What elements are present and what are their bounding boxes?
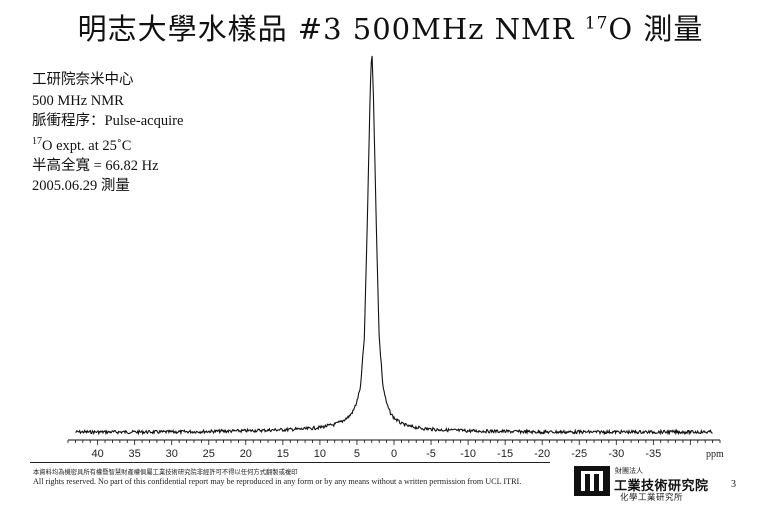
x-tick-label: 5: [354, 448, 360, 460]
title-tail: O 測量: [608, 12, 704, 46]
experiment-info: 工研院奈米中心 500 MHz NMR 脈衝程序：Pulse-acquire 1…: [32, 70, 183, 197]
info-pulse-sequence: 脈衝程序：Pulse-acquire: [32, 113, 184, 129]
page-number: 3: [731, 479, 736, 490]
info-instrument: 500 MHz NMR: [32, 92, 124, 109]
x-tick-label: -10: [460, 448, 476, 460]
x-tick-label: 20: [240, 448, 252, 460]
x-tick-label: 10: [314, 448, 326, 460]
nmr-spectrum-chart: 40 35 30 25 20 15 10 5 0 -5 -10 -15 -20 -25 -30 -35 ppm: [67, 55, 724, 460]
x-tick-label: 0: [391, 448, 397, 460]
x-tick-label: 40: [92, 448, 104, 460]
info-fwhm: 半高全寬 = 66.82 Hz: [32, 157, 159, 174]
x-tick-label: -15: [497, 448, 513, 460]
x-tick-label: 25: [203, 448, 215, 460]
org-prefix: 財團法人: [615, 467, 643, 475]
x-tick-label: -35: [645, 448, 661, 460]
info-experiment-text: O expt. at 25˚C: [42, 137, 132, 154]
footer-notice-chinese: 本資料均為機密具所有權暨智慧財產權俱屬工業技術研究院非經許可不得以任何方式翻製或…: [33, 469, 298, 476]
x-tick-label: -5: [426, 448, 436, 460]
org-subdivision: 化學工業研究所: [620, 493, 684, 503]
spectrum-line: [75, 55, 713, 436]
x-tick-label: 15: [277, 448, 289, 460]
org-name: 工業技術研究院: [614, 479, 709, 494]
info-experiment: 17O expt. at 25˚C: [32, 132, 183, 156]
x-tick-label: -25: [571, 448, 587, 460]
x-tick-label: -20: [534, 448, 550, 460]
x-axis-label: ppm: [706, 449, 724, 460]
info-date: 2005.06.29 測量: [32, 178, 130, 195]
x-tick-label: -30: [608, 448, 624, 460]
footer-notice-english: All rights reserved. No part of this con…: [33, 477, 522, 486]
itri-logo-icon: [574, 466, 610, 496]
info-isotope-sup: 17: [32, 135, 42, 147]
title-main: 明志大學水樣品 #3 500MHz NMR: [77, 12, 585, 46]
info-lab: 工研院奈米中心: [32, 72, 134, 88]
x-tick-label: 35: [129, 448, 141, 460]
x-tick-label: 30: [166, 448, 178, 460]
x-axis-tick-labels: 40 35 30 25 20 15 10 5 0 -5 -10 -15 -20 -25 -30 -35: [92, 448, 662, 460]
slide-title: 明志大學水樣品 #3 500MHz NMR 17O 測量: [0, 6, 781, 48]
title-superscript: 17: [584, 13, 609, 34]
footer-divider: [30, 462, 550, 463]
x-axis-ticks: [67, 440, 721, 445]
